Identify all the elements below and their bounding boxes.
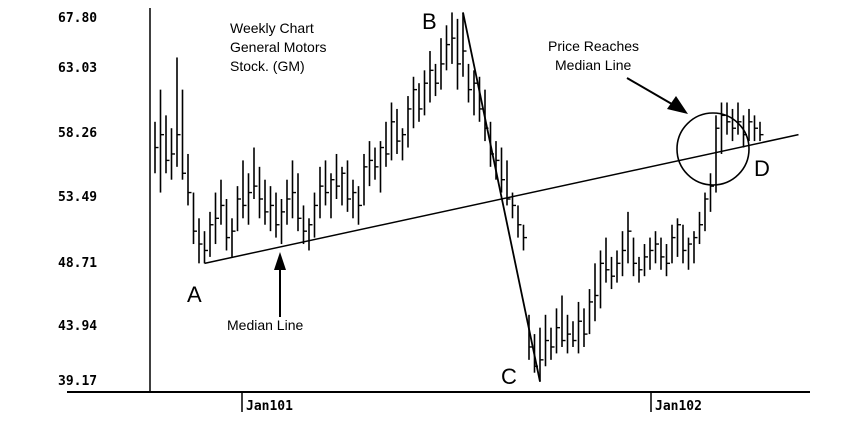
annotation-line: Median Line [555, 57, 631, 73]
arrow-to-circle-head [667, 96, 688, 114]
annotation-line: Price Reaches [548, 38, 639, 54]
point-label-c: C [501, 364, 517, 389]
median-line-label: Median Line [227, 317, 303, 333]
y-tick-label: 53.49 [58, 190, 97, 205]
y-tick-label: 39.17 [58, 374, 97, 389]
y-tick-label: 67.80 [58, 11, 97, 26]
price-bars [154, 12, 764, 382]
y-tick-label: 48.71 [58, 256, 97, 271]
price-reaches-annotation: Price Reaches Median Line [548, 38, 639, 73]
chart-title: Weekly Chart General Motors Stock. (GM) [230, 20, 326, 74]
chart-title-line: Weekly Chart [230, 20, 314, 36]
x-tick-label: Jan101 [246, 399, 293, 414]
y-tick-label: 58.26 [58, 126, 97, 141]
point-label-b: B [422, 9, 437, 34]
circle-highlight [676, 112, 750, 186]
point-label-a: A [187, 282, 202, 307]
point-label-d: D [754, 156, 770, 181]
y-tick-label: 43.94 [58, 319, 97, 334]
chart-title-line: General Motors [230, 39, 326, 55]
y-tick-label: 63.03 [58, 61, 97, 76]
x-tick-label: Jan102 [655, 399, 702, 414]
b-to-c-line [462, 12, 541, 382]
arrow-to-median-head [274, 252, 286, 270]
chart-title-line: Stock. (GM) [230, 58, 305, 74]
arrow-to-circle-shaft [626, 77, 678, 108]
y-tick-labels: 67.80 63.03 58.26 53.49 48.71 43.94 39.1… [58, 11, 97, 389]
